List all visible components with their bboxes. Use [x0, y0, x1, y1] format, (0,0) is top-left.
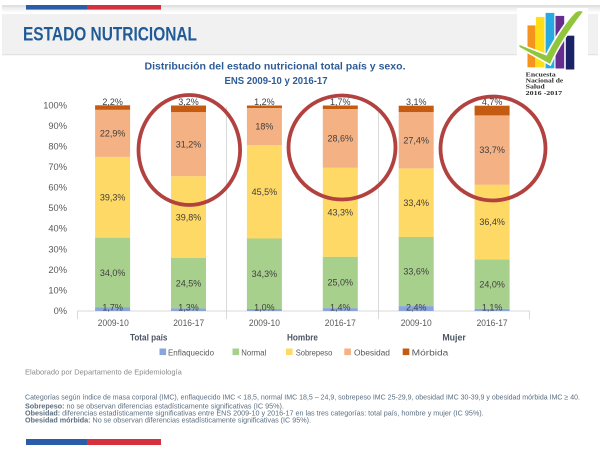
svg-text:24,5%: 24,5% — [176, 278, 202, 288]
svg-text:50%: 50% — [48, 203, 67, 213]
svg-text:Mórbida: Mórbida — [412, 348, 449, 358]
svg-text:Hombre: Hombre — [287, 333, 318, 343]
svg-text:Sobrepeso: no se observan dife: Sobrepeso: no se observan diferencias es… — [25, 402, 284, 411]
svg-text:2016-17: 2016-17 — [325, 318, 356, 328]
svg-text:22,9%: 22,9% — [100, 129, 126, 139]
svg-text:24,0%: 24,0% — [479, 279, 505, 289]
svg-text:3,2%: 3,2% — [178, 97, 199, 107]
svg-text:60%: 60% — [48, 183, 67, 193]
svg-text:Mujer: Mujer — [442, 333, 466, 343]
svg-text:Sobrepeso: Sobrepeso — [296, 348, 333, 358]
svg-text:Categorías según índice de mas: Categorías según índice de masa corporal… — [25, 393, 580, 402]
svg-text:Elaborado por Departamento de: Elaborado por Departamento de Epidemiolo… — [25, 368, 183, 377]
svg-text:Encuesta: Encuesta — [526, 71, 557, 78]
svg-text:1,0%: 1,0% — [254, 302, 275, 312]
svg-text:18%: 18% — [255, 122, 273, 132]
svg-text:Obesidad mórbida: No se observ: Obesidad mórbida: No se observan diferen… — [25, 416, 311, 425]
svg-text:80%: 80% — [48, 142, 67, 152]
svg-text:ESTADO NUTRICIONAL: ESTADO NUTRICIONAL — [23, 25, 197, 46]
svg-text:10%: 10% — [48, 285, 67, 295]
svg-text:45,5%: 45,5% — [252, 187, 278, 197]
svg-text:100%: 100% — [43, 101, 67, 111]
svg-text:33,7%: 33,7% — [479, 145, 505, 155]
svg-text:4,7%: 4,7% — [482, 97, 503, 107]
svg-text:33,6%: 33,6% — [403, 267, 429, 277]
svg-text:1,7%: 1,7% — [330, 97, 351, 107]
svg-text:36,4%: 36,4% — [479, 217, 505, 227]
svg-text:43,3%: 43,3% — [328, 208, 354, 218]
svg-text:Salud: Salud — [526, 84, 545, 91]
svg-text:2016-17: 2016-17 — [173, 318, 204, 328]
svg-text:2009-10: 2009-10 — [98, 318, 129, 328]
svg-text:1,7%: 1,7% — [102, 302, 123, 312]
svg-text:ENS 2009-10 y 2016-17: ENS 2009-10 y 2016-17 — [225, 75, 328, 87]
svg-text:30%: 30% — [48, 244, 67, 254]
svg-text:27,4%: 27,4% — [403, 135, 429, 145]
svg-text:1,2%: 1,2% — [254, 97, 275, 107]
svg-text:2009-10: 2009-10 — [249, 318, 280, 328]
svg-text:70%: 70% — [48, 162, 67, 172]
svg-text:28,6%: 28,6% — [328, 134, 354, 144]
svg-text:Obesidad: diferencias estadíst: Obesidad: diferencias estadísticamente s… — [25, 409, 484, 418]
svg-text:90%: 90% — [48, 121, 67, 131]
svg-text:2,4%: 2,4% — [406, 302, 427, 312]
svg-text:1,4%: 1,4% — [330, 302, 351, 312]
svg-text:1,1%: 1,1% — [482, 302, 503, 312]
svg-text:33,4%: 33,4% — [403, 198, 429, 208]
svg-text:25,0%: 25,0% — [328, 278, 354, 288]
svg-text:2016-17: 2016-17 — [477, 318, 508, 328]
svg-text:31,2%: 31,2% — [176, 139, 202, 149]
svg-text:40%: 40% — [48, 224, 67, 234]
svg-text:34,0%: 34,0% — [100, 268, 126, 278]
svg-text:2009-10: 2009-10 — [401, 318, 432, 328]
svg-text:2,2%: 2,2% — [102, 97, 123, 107]
svg-text:Obesidad: Obesidad — [354, 348, 390, 358]
svg-text:Total país: Total país — [130, 333, 168, 343]
svg-text:Distribución del estado nutric: Distribución del estado nutricional tota… — [145, 61, 406, 73]
svg-text:34,3%: 34,3% — [252, 269, 278, 279]
svg-text:20%: 20% — [48, 265, 67, 275]
svg-text:3,1%: 3,1% — [406, 97, 427, 107]
svg-text:Normal: Normal — [241, 348, 266, 358]
svg-text:Enflaquecido: Enflaquecido — [168, 348, 214, 358]
svg-text:Nacional de: Nacional de — [526, 78, 564, 85]
svg-text:2016 -2017: 2016 -2017 — [526, 90, 563, 97]
svg-text:0%: 0% — [54, 306, 67, 316]
svg-text:1,3%: 1,3% — [178, 302, 199, 312]
svg-text:39,3%: 39,3% — [100, 193, 126, 203]
svg-text:39,8%: 39,8% — [176, 212, 202, 222]
